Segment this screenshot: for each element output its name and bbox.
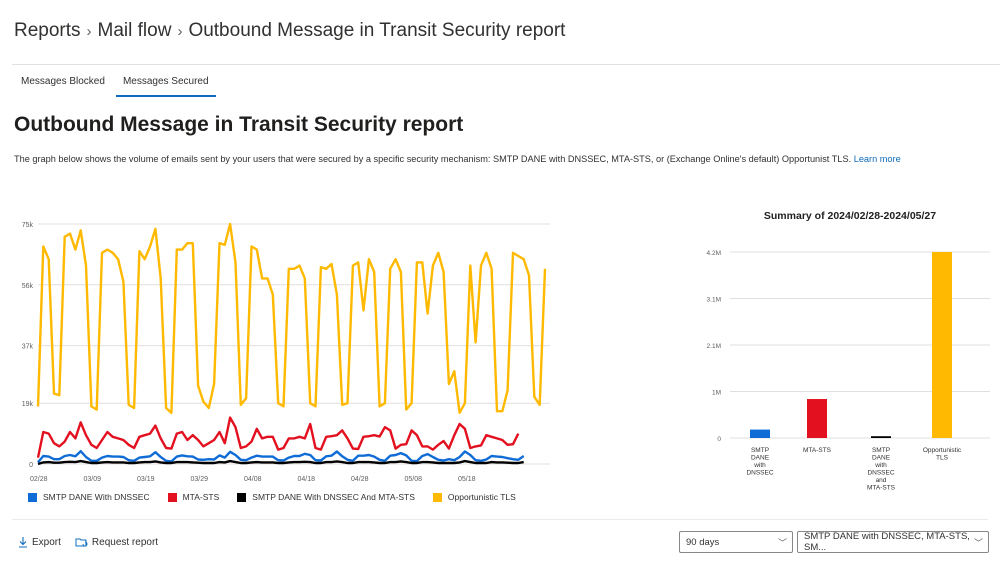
chevron-down-icon: ﹀ <box>777 537 787 548</box>
legend-item[interactable]: SMTP DANE With DNSSEC <box>28 492 150 502</box>
y-tick-label: 1M <box>712 390 721 397</box>
x-category-label: TLS <box>936 455 949 462</box>
y-tick-label: 75k <box>22 222 34 229</box>
learn-more-link[interactable]: Learn more <box>853 154 901 164</box>
x-tick-label: 03/09 <box>84 476 102 483</box>
folder-refresh-icon <box>75 538 88 546</box>
breadcrumb: Reports › Mail flow › Outbound Message i… <box>14 20 565 42</box>
x-category-label: and <box>876 477 887 484</box>
x-tick-label: 04/08 <box>244 476 262 483</box>
x-tick-label: 05/08 <box>405 476 423 483</box>
summary-bar[interactable] <box>932 252 952 438</box>
x-category-label: DANE <box>872 455 891 462</box>
legend-item[interactable]: MTA-STS <box>167 492 220 502</box>
summary-bar[interactable] <box>807 399 827 438</box>
legend-item[interactable]: Opportunistic TLS <box>432 492 516 502</box>
description-text: The graph below shows the volume of emai… <box>14 154 852 164</box>
x-category-label: DNSSEC <box>867 470 894 477</box>
request-report-label: Request report <box>91 536 159 548</box>
y-tick-label: 37k <box>22 344 34 351</box>
y-tick-label: 4.2M <box>707 250 721 257</box>
y-tick-label: 56k <box>22 283 34 290</box>
y-tick-label: 2.1M <box>707 343 721 350</box>
y-tick-label: 0 <box>717 436 721 443</box>
report-description: The graph below shows the volume of emai… <box>14 154 901 164</box>
tab-messages-blocked[interactable]: Messages Blocked <box>21 76 105 87</box>
page-title: Outbound Message in Transit Security rep… <box>14 113 464 136</box>
x-category-label: SMTP <box>872 447 890 454</box>
tab-messages-secured[interactable]: Messages Secured <box>115 74 216 97</box>
chevron-down-icon: ﹀ <box>973 537 983 548</box>
summary-bar[interactable] <box>871 436 891 438</box>
request-report-button[interactable]: Request report <box>75 537 158 548</box>
summary-title: Summary of 2024/02/28-2024/05/27 <box>763 210 937 222</box>
export-button[interactable]: Export <box>18 536 61 548</box>
legend-swatch <box>167 492 177 502</box>
x-category-label: DNSSEC <box>746 470 773 477</box>
type-filter-dropdown[interactable]: SMTP DANE with DNSSEC, MTA-STS, SM... ﹀ <box>797 531 989 553</box>
summary-bar[interactable] <box>750 429 770 438</box>
y-tick-label: 3.1M <box>707 297 721 304</box>
x-tick-label: 02/28 <box>30 476 48 483</box>
period-value: 90 days <box>686 536 720 548</box>
period-dropdown[interactable]: 90 days ﹀ <box>679 531 793 553</box>
x-category-label: with <box>753 462 766 469</box>
x-category-label: SMTP <box>751 447 769 454</box>
series-line[interactable] <box>36 416 520 458</box>
export-label: Export <box>32 536 61 548</box>
download-icon <box>19 537 27 548</box>
x-category-label: MTA-STS <box>803 447 832 454</box>
x-tick-label: 03/29 <box>191 476 209 483</box>
header-divider <box>12 64 1000 65</box>
legend-label: SMTP DANE With DNSSEC <box>43 492 150 502</box>
x-category-label: MTA-STS <box>867 485 896 492</box>
legend-label: MTA-STS <box>182 492 220 502</box>
x-tick-label: 05/18 <box>458 476 476 483</box>
series-line[interactable] <box>37 459 524 466</box>
x-tick-label: 04/28 <box>351 476 369 483</box>
y-tick-label: 0 <box>29 462 33 469</box>
legend-swatch <box>28 492 37 502</box>
legend-swatch <box>432 492 442 502</box>
x-category-label: Opportunistic <box>923 447 962 454</box>
line-chart[interactable]: 0 19k 37k 56k 75k 02/28 03/09 03/19 03/29 04/08 04… <box>0 210 560 485</box>
report-tabs: Messages Blocked Messages Secured <box>14 74 220 97</box>
legend-swatch <box>237 492 247 502</box>
x-category-label: with <box>874 462 887 469</box>
x-tick-label: 03/19 <box>137 476 155 483</box>
breadcrumb-mail-flow[interactable]: Mail flow <box>97 20 172 41</box>
y-tick-label: 19k <box>22 401 34 408</box>
x-tick-label: 04/18 <box>298 476 316 483</box>
breadcrumb-separator: › <box>177 22 183 40</box>
footer-divider <box>12 519 988 520</box>
line-chart-legend: SMTP DANE With DNSSEC MTA-STS SMTP DANE Wi… <box>28 492 516 502</box>
breadcrumb-reports[interactable]: Reports <box>14 20 81 41</box>
action-bar: Export Request report <box>18 536 158 548</box>
breadcrumb-separator: › <box>86 22 92 40</box>
legend-label: Opportunistic TLS <box>447 492 516 502</box>
x-category-label: DANE <box>751 455 770 462</box>
series-line[interactable] <box>36 222 547 415</box>
summary-bar-chart[interactable]: 01M2.1M3.1M4.2MSMTPDANEwithDNSSECMTA-STS… <box>690 240 1000 500</box>
legend-item[interactable]: SMTP DANE With DNSSEC And MTA-STS <box>237 492 415 502</box>
type-filter-value: SMTP DANE with DNSSEC, MTA-STS, SM... <box>804 531 970 553</box>
breadcrumb-current: Outbound Message in Transit Security rep… <box>188 20 566 41</box>
series-line[interactable] <box>37 449 525 464</box>
legend-label: SMTP DANE With DNSSEC And MTA-STS <box>252 492 415 502</box>
